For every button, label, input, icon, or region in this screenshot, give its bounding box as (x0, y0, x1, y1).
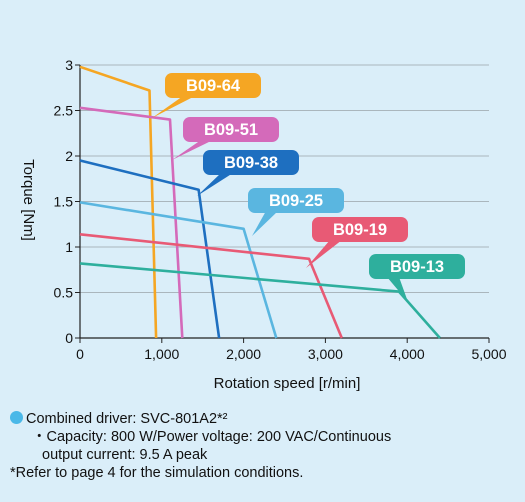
callout-label: B09-13 (390, 258, 444, 276)
y-tick-label: 2.5 (54, 103, 74, 119)
refer-note: *Refer to page 4 for the simulation cond… (10, 465, 304, 481)
callout-pointer (306, 240, 342, 268)
x-axis-label: Rotation speed [r/min] (214, 375, 361, 392)
x-tick-label: 4,000 (390, 346, 425, 362)
callout-label: B09-38 (224, 154, 278, 172)
callout-b09-64: B09-64 (152, 73, 261, 118)
callout-label: B09-64 (186, 77, 241, 95)
callout-pointer (387, 277, 408, 302)
series-line-b09-38 (79, 159, 221, 339)
callout-pointer (172, 140, 213, 160)
series-line-b09-25 (79, 201, 278, 339)
callout-b09-25: B09-25 (248, 188, 344, 236)
callout-box (203, 150, 299, 175)
callout-box (183, 117, 279, 142)
callout-pointer (252, 211, 278, 236)
axis-labels: Rotation speed [r/min] Torque [Nm] (20, 159, 360, 392)
callout-box (369, 254, 465, 279)
callout-box (248, 188, 344, 213)
callout-box (312, 217, 408, 242)
capacity-line-1: ・Capacity: 800 W/Power voltage: 200 VAC/… (32, 429, 392, 445)
callout-b09-51: B09-51 (172, 117, 279, 160)
bullet-dot-icon (10, 411, 23, 424)
callout-b09-38: B09-38 (197, 150, 299, 196)
callout-label: B09-25 (269, 192, 323, 210)
callout-pointer (197, 173, 233, 196)
series-line-b09-64 (79, 65, 158, 339)
series-line-b09-19 (79, 233, 344, 339)
y-tick-label: 0 (65, 330, 73, 346)
series-line-b09-13 (79, 262, 441, 339)
capacity-line-2: output current: 9.5 A peak (42, 447, 208, 463)
torque-speed-chart: 00.511.522.530 1,000 2,000 3,000 4,000 5,000 … (20, 57, 507, 392)
x-tick-label: 5,000 (471, 346, 506, 362)
x-tick-label: 1,000 (144, 346, 179, 362)
notes: Combined driver: SVC-801A2*² ・Capacity: … (10, 410, 515, 482)
callout-b09-13: B09-13 (369, 254, 465, 302)
driver-text: Combined driver: SVC-801A2*² (26, 411, 228, 427)
callout-label: B09-19 (333, 221, 387, 239)
x-tick-label: 0 (76, 346, 84, 362)
y-tick-label: 1 (65, 239, 73, 255)
series-callouts: B09-64 B09-51 B09-38 B09-25 B09-19 B09-13 (152, 73, 465, 302)
x-tick-label: 2,000 (226, 346, 261, 362)
y-tick-label: 2 (65, 148, 73, 164)
y-tick-label: 1.5 (54, 194, 74, 210)
series-line-b09-51 (79, 106, 184, 339)
x-tick-label: 3,000 (308, 346, 343, 362)
callout-label: B09-51 (204, 121, 258, 139)
driver-note: Combined driver: SVC-801A2*² (10, 410, 515, 428)
y-tick-label: 0.5 (54, 285, 74, 301)
callout-box (165, 73, 261, 98)
axes: 0 0.5 1 1.5 2 2.5 3 0 1,000 2,000 3,000 4,000 5,000 (54, 57, 507, 362)
series-lines (79, 65, 441, 339)
callout-pointer (152, 96, 195, 118)
callout-b09-19: B09-19 (306, 217, 408, 268)
y-tick-label: 3 (65, 57, 73, 73)
y-axis-label: Torque [Nm] (20, 159, 37, 241)
